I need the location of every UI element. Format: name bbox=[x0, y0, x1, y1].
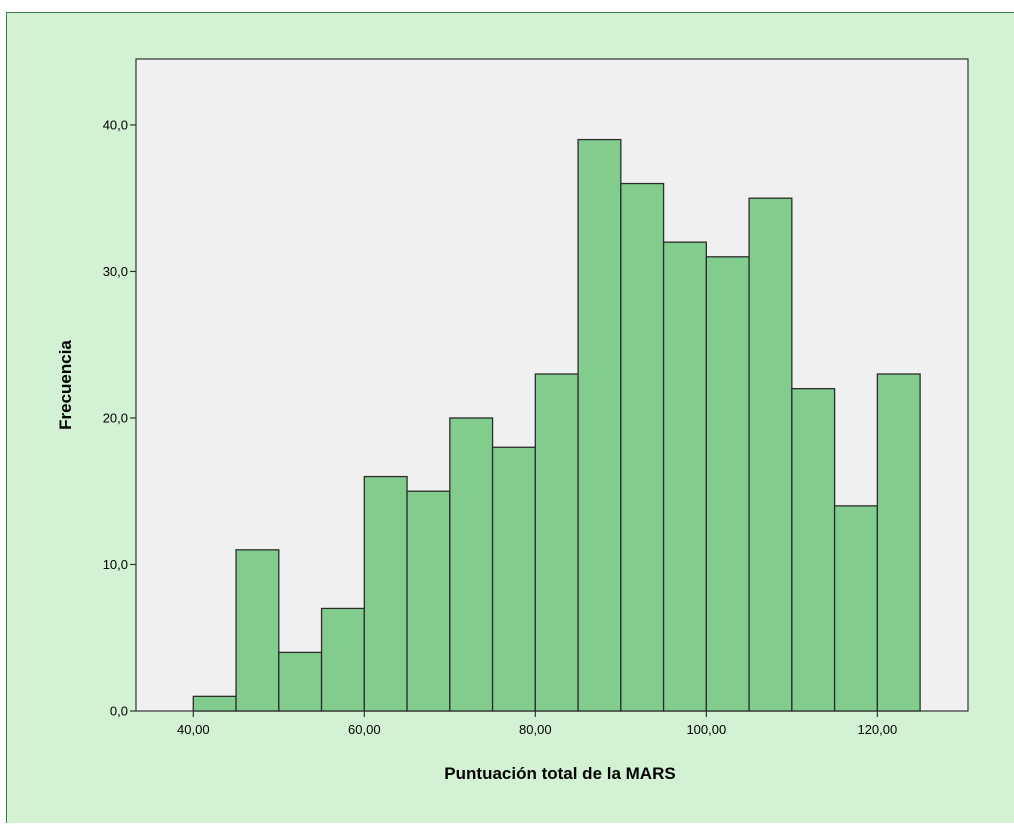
histogram-bar-115-120 bbox=[835, 506, 878, 711]
y-tick-label: 40,0 bbox=[103, 117, 128, 132]
x-tick-label: 120,00 bbox=[857, 722, 897, 737]
histogram-bar-100-105 bbox=[706, 257, 749, 711]
histogram-bar-110-115 bbox=[792, 389, 835, 711]
histogram-bar-40-45 bbox=[193, 696, 236, 711]
histogram-bar-50-55 bbox=[279, 652, 322, 711]
histogram-bar-65-70 bbox=[407, 491, 450, 711]
y-axis-title: Frecuencia bbox=[56, 340, 75, 430]
y-tick-label: 10,0 bbox=[103, 557, 128, 572]
histogram-bar-55-60 bbox=[322, 608, 365, 711]
y-tick-label: 30,0 bbox=[103, 264, 128, 279]
x-tick-label: 100,00 bbox=[686, 722, 726, 737]
histogram-bar-90-95 bbox=[621, 184, 664, 711]
x-axis-title: Puntuación total de la MARS bbox=[444, 764, 675, 783]
histogram-bar-80-85 bbox=[535, 374, 578, 711]
histogram-bar-45-50 bbox=[236, 550, 279, 711]
histogram-bar-60-65 bbox=[364, 477, 407, 711]
histogram-bar-120-125 bbox=[877, 374, 920, 711]
x-tick-label: 60,00 bbox=[348, 722, 381, 737]
x-tick-label: 80,00 bbox=[519, 722, 552, 737]
x-axis: 40,00 60,00 80,00 100,00 120,00 bbox=[177, 711, 897, 737]
histogram-bar-75-80 bbox=[493, 447, 536, 711]
histogram-bar-105-110 bbox=[749, 198, 792, 711]
histogram-chart: 0,0 10,0 20,0 30,0 40,0 40,00 60,00 80,00 100,0… bbox=[7, 13, 1014, 824]
y-tick-label: 20,0 bbox=[103, 410, 128, 425]
y-axis: 0,0 10,0 20,0 30,0 40,0 bbox=[103, 117, 136, 718]
histogram-bar-70-75 bbox=[450, 418, 493, 711]
x-tick-label: 40,00 bbox=[177, 722, 210, 737]
histogram-bar-95-100 bbox=[664, 242, 707, 711]
chart-frame: 0,0 10,0 20,0 30,0 40,0 40,00 60,00 80,00 100,0… bbox=[6, 12, 1014, 823]
y-tick-label: 0,0 bbox=[110, 704, 128, 719]
histogram-bar-85-90 bbox=[578, 140, 621, 711]
